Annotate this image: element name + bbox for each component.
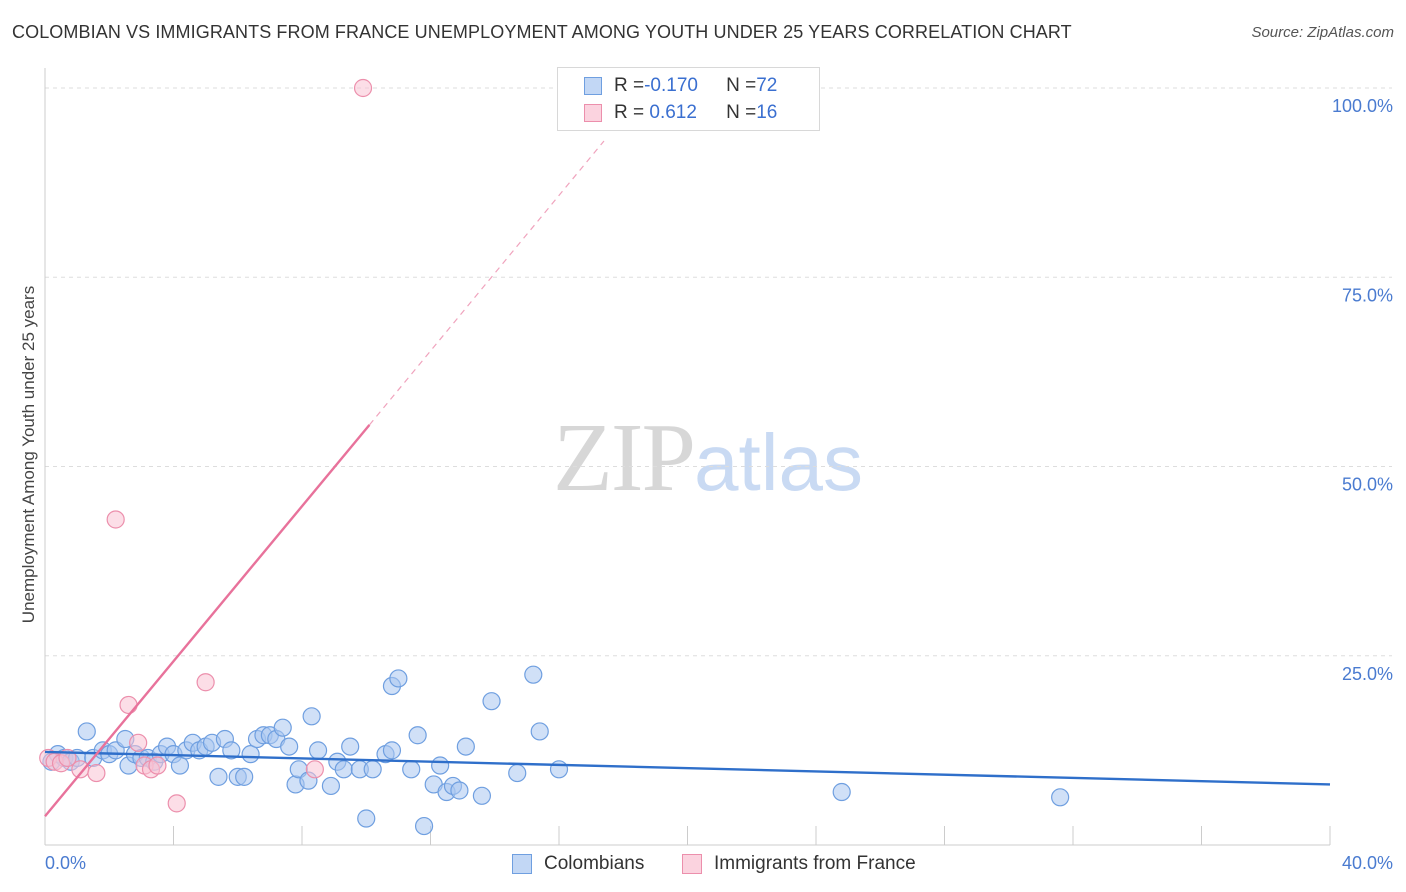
- colombians-point: [549, 760, 569, 779]
- source-credit: Source: ZipAtlas.com: [1251, 24, 1394, 41]
- bottom-legend-label-france: Immigrants from France: [714, 853, 916, 874]
- legend-r-label: R =: [614, 102, 645, 123]
- france-trendline-extension: [368, 140, 605, 426]
- colombians-point: [482, 692, 501, 711]
- colombians-point: [77, 722, 96, 741]
- colombians-point: [321, 776, 341, 796]
- bottom-legend-colombians: Colombians: [512, 852, 644, 876]
- colombians-trendline: [44, 750, 1331, 786]
- france-point: [305, 760, 324, 779]
- y-tick-label: 75.0%: [1342, 285, 1393, 305]
- france-point: [196, 673, 215, 692]
- colombians-point: [382, 741, 402, 760]
- france-point: [119, 695, 138, 715]
- legend-n-label: N =: [726, 102, 757, 123]
- france-trendline: [44, 424, 371, 817]
- colombians-point: [302, 707, 321, 726]
- legend-r-value: -0.170: [644, 75, 698, 96]
- y-axis-label: Unemployment Among Youth under 25 years: [19, 286, 38, 623]
- legend-n-value: 72: [756, 75, 778, 96]
- legend-box: R = -0.170 N = 72 R = 0.612 N = 16: [557, 67, 820, 131]
- colombians-point: [431, 756, 450, 775]
- colombians-point: [357, 809, 376, 828]
- legend-row-france: R = 0.612 N = 16: [584, 101, 777, 125]
- colombians-point: [414, 816, 434, 836]
- colombians-point: [334, 760, 353, 779]
- colombians-point: [530, 722, 549, 741]
- colombians-point: [273, 718, 292, 737]
- france-point: [87, 763, 106, 783]
- france-point: [167, 794, 186, 813]
- legend-n-label: N =: [726, 75, 757, 96]
- colombians-point: [450, 781, 469, 800]
- chart-title: COLOMBIAN VS IMMIGRANTS FROM FRANCE UNEM…: [12, 22, 1072, 42]
- colombians-point: [832, 782, 851, 802]
- legend-row-colombians: R = -0.170 N = 72: [584, 74, 777, 98]
- legend-swatch-colombians: [584, 77, 602, 95]
- y-tick-label: 25.0%: [1342, 664, 1393, 684]
- colombians-point: [1051, 788, 1070, 807]
- watermark-zip: ZIP: [553, 404, 696, 512]
- colombians-point: [170, 756, 190, 775]
- colombians-point: [363, 760, 382, 779]
- colombians-point: [389, 669, 408, 688]
- x-tick-label: 0.0%: [45, 853, 86, 873]
- colombians-point: [209, 767, 228, 786]
- y-tick-label: 50.0%: [1342, 475, 1393, 495]
- legend-r-value: 0.612: [644, 102, 697, 123]
- colombians-point: [402, 760, 421, 779]
- france-point: [106, 510, 125, 529]
- bottom-legend-swatch-france: [682, 854, 702, 874]
- france-point: [129, 733, 148, 752]
- france-point: [353, 78, 373, 98]
- colombians-point: [408, 726, 427, 745]
- bottom-legend-france: Immigrants from France: [682, 852, 916, 876]
- y-tick-label: 100.0%: [1332, 96, 1393, 116]
- colombians-point: [235, 767, 254, 786]
- bottom-legend-label-colombians: Colombians: [544, 853, 645, 874]
- bottom-legend-swatch-colombians: [512, 854, 532, 874]
- legend-n-value: 16: [756, 102, 778, 123]
- colombians-point: [524, 665, 543, 684]
- colombians-point: [241, 745, 260, 764]
- colombians-point: [508, 763, 527, 783]
- colombians-point: [341, 737, 360, 756]
- legend-swatch-france: [584, 104, 602, 122]
- colombians-point: [280, 737, 299, 756]
- x-tick-label: 40.0%: [1342, 853, 1393, 873]
- colombians-point: [308, 741, 328, 760]
- legend-r-label: R =: [614, 75, 645, 96]
- colombians-point: [456, 737, 475, 756]
- colombians-point: [472, 786, 491, 805]
- watermark-atlas: atlas: [694, 418, 863, 507]
- france-point: [148, 756, 167, 775]
- colombians-point: [222, 741, 241, 760]
- watermark: ZIPatlas: [553, 400, 863, 514]
